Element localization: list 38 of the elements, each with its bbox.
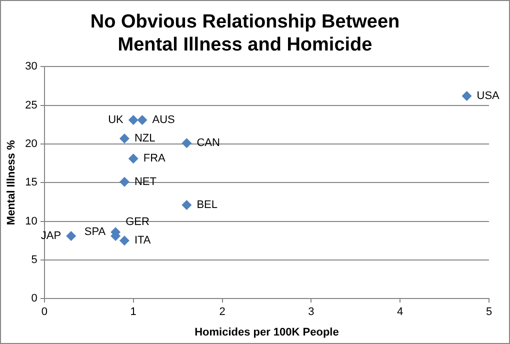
y-tick-label: 25 [25, 99, 38, 112]
annotation: JAP [40, 230, 62, 242]
point [66, 230, 76, 241]
annotation: BEL [196, 199, 218, 212]
x-axis-title: Homicides per 100K People [194, 326, 339, 338]
point [182, 138, 192, 148]
point [128, 114, 138, 125]
point [119, 134, 130, 144]
point [119, 176, 130, 187]
annotation: FRA [143, 152, 166, 165]
annotation: NET [134, 176, 157, 188]
y-tick-label: 20 [25, 138, 38, 150]
annotation: SPA [84, 226, 106, 238]
y-axis-title: Mental Illness % [6, 140, 18, 226]
point [137, 114, 148, 125]
x-tick-label: 5 [486, 306, 492, 318]
x-tick-label: 1 [130, 306, 136, 318]
annotation: GER [126, 216, 150, 228]
y-tick-label: 10 [25, 215, 38, 228]
point [462, 90, 472, 101]
x-tick-label: 2 [219, 306, 226, 318]
point [119, 236, 130, 246]
y-tick-label: 15 [25, 176, 38, 189]
x-tick-label: 4 [397, 306, 404, 318]
annotation: USA [476, 90, 500, 102]
annotation: UK [108, 114, 124, 126]
y-tick-label: 0 [31, 292, 38, 305]
point [182, 200, 192, 210]
x-tick-label: 3 [308, 306, 314, 318]
x-tick-label: 0 [41, 306, 48, 318]
annotation: NZL [134, 132, 156, 145]
annotation: ITA [134, 234, 152, 247]
annotation: AUS [152, 114, 175, 126]
y-tick-label: 30 [25, 60, 38, 73]
annotation: CAN [196, 137, 220, 150]
chart-title: No Obvious Relationship Between Mental Illness and Homicide [90, 12, 400, 56]
point [128, 154, 138, 164]
y-tick-label: 5 [31, 254, 38, 266]
